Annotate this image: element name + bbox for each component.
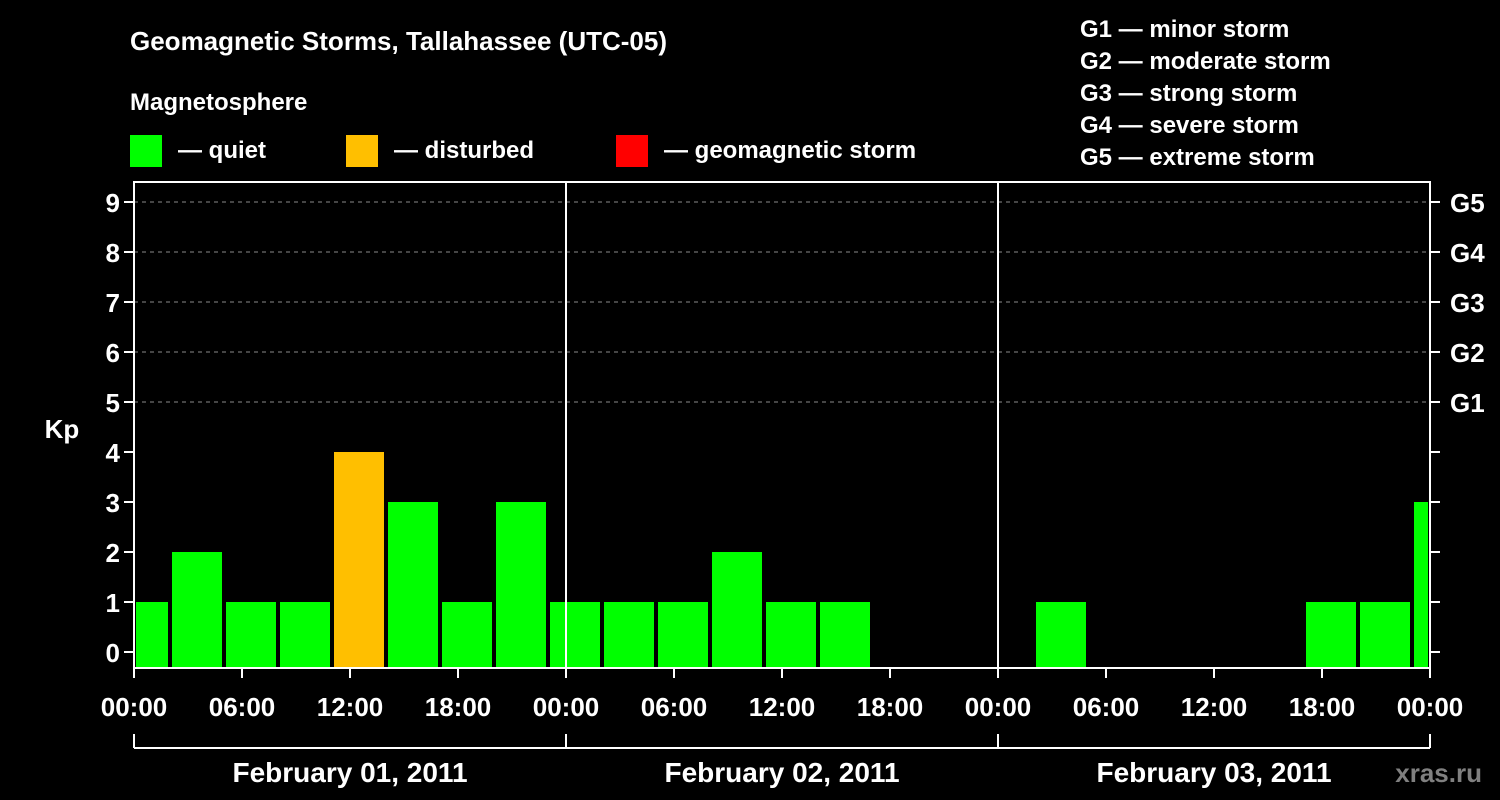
g-scale-label: G5 (1450, 188, 1485, 218)
x-tick-label: 12:00 (1181, 692, 1248, 722)
kp-bar (442, 602, 492, 668)
kp-bar (388, 502, 438, 668)
storm-scale-entry: G5 — extreme storm (1080, 144, 1315, 171)
y-tick-label: 7 (106, 288, 120, 318)
kp-bar (1414, 502, 1428, 668)
x-tick-label: 06:00 (209, 692, 276, 722)
kp-bar (1306, 602, 1356, 668)
x-tick-label: 12:00 (317, 692, 384, 722)
kp-bar (550, 602, 600, 668)
day-label: February 02, 2011 (664, 757, 899, 788)
chart-title: Geomagnetic Storms, Tallahassee (UTC-05) (130, 26, 667, 56)
axes (133, 181, 1431, 669)
storm-scale-entry: G3 — strong storm (1080, 80, 1297, 107)
x-tick-label: 00:00 (101, 692, 168, 722)
y-tick-label: 5 (106, 388, 120, 418)
legend-label: — quiet (178, 137, 266, 164)
x-tick-label: 12:00 (749, 692, 816, 722)
y-tick-label: 3 (106, 488, 120, 518)
kp-bar (604, 602, 654, 668)
y-tick-label: 4 (106, 438, 121, 468)
y-tick-label: 9 (106, 188, 120, 218)
legend-label: — geomagnetic storm (664, 137, 916, 164)
kp-bar (1036, 602, 1086, 668)
y-tick-label: 6 (106, 338, 120, 368)
y-tick-label: 8 (106, 238, 120, 268)
x-tick-label: 06:00 (1073, 692, 1140, 722)
storm-scale-entry: G4 — severe storm (1080, 112, 1299, 139)
x-tick-label: 00:00 (965, 692, 1032, 722)
g-scale-label: G1 (1450, 388, 1485, 418)
x-tick-label: 06:00 (641, 692, 708, 722)
legend-swatch (130, 135, 162, 167)
y-tick-label: 1 (106, 588, 120, 618)
watermark: xras.ru (1395, 758, 1482, 788)
g-scale-label: G2 (1450, 338, 1485, 368)
y-tick-label: 2 (106, 538, 120, 568)
legend: — quiet — disturbed — geomagnetic storm (130, 135, 916, 167)
kp-bar (658, 602, 708, 668)
g-scale-label: G3 (1450, 288, 1485, 318)
legend-swatch (346, 135, 378, 167)
plot-frame (133, 181, 1431, 669)
x-tick-label: 18:00 (425, 692, 492, 722)
day-label: February 03, 2011 (1096, 757, 1331, 788)
day-label: February 01, 2011 (232, 757, 467, 788)
kp-bar (172, 552, 222, 668)
kp-bar (280, 602, 330, 668)
x-axis-ticks: 00:00 06:00 12:00 18:00 00:00 06:00 12:00 18:00… (101, 668, 1464, 722)
kp-bar (496, 502, 546, 668)
storm-scale-entry: G1 — minor storm (1080, 16, 1289, 43)
kp-bar (820, 602, 870, 668)
storm-scale-legend: G1 — minor storm G2 — moderate storm G3 — … (1080, 16, 1331, 171)
g-scale-label: G4 (1450, 238, 1485, 268)
legend-label: — disturbed (394, 137, 534, 164)
g-scale-axis: G1 G2 G3 G4 G5 (1450, 188, 1485, 418)
grid-lines (134, 201, 1430, 403)
day-labels: February 01, 2011 February 02, 2011 Februa… (133, 734, 1431, 788)
x-tick-label: 18:00 (857, 692, 924, 722)
kp-bar (334, 452, 384, 668)
legend-heading: Magnetosphere (130, 89, 307, 116)
kp-bar (1360, 602, 1410, 668)
kp-bar (712, 552, 762, 668)
kp-bar (136, 602, 168, 668)
y-axis-ticks: 0 1 2 3 4 5 6 7 8 9 (106, 188, 1440, 668)
x-tick-label: 00:00 (533, 692, 600, 722)
y-tick-label: 0 (106, 638, 120, 668)
legend-swatch (616, 135, 648, 167)
x-tick-label: 18:00 (1289, 692, 1356, 722)
bars (136, 452, 1428, 668)
kp-bar (226, 602, 276, 668)
kp-bar (766, 602, 816, 668)
storm-scale-entry: G2 — moderate storm (1080, 48, 1331, 75)
x-tick-label: 00:00 (1397, 692, 1464, 722)
y-axis-label: Kp (45, 414, 80, 444)
